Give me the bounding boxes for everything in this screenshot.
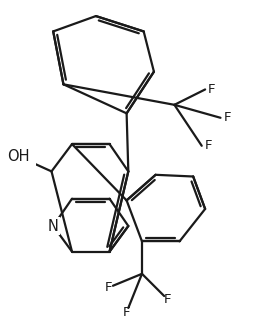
Text: F: F: [224, 111, 231, 124]
Text: F: F: [208, 83, 216, 96]
Text: OH: OH: [8, 149, 30, 164]
Text: N: N: [48, 218, 59, 234]
Text: F: F: [123, 306, 130, 319]
Text: F: F: [104, 281, 112, 294]
Text: F: F: [205, 139, 212, 152]
Text: F: F: [164, 293, 172, 306]
